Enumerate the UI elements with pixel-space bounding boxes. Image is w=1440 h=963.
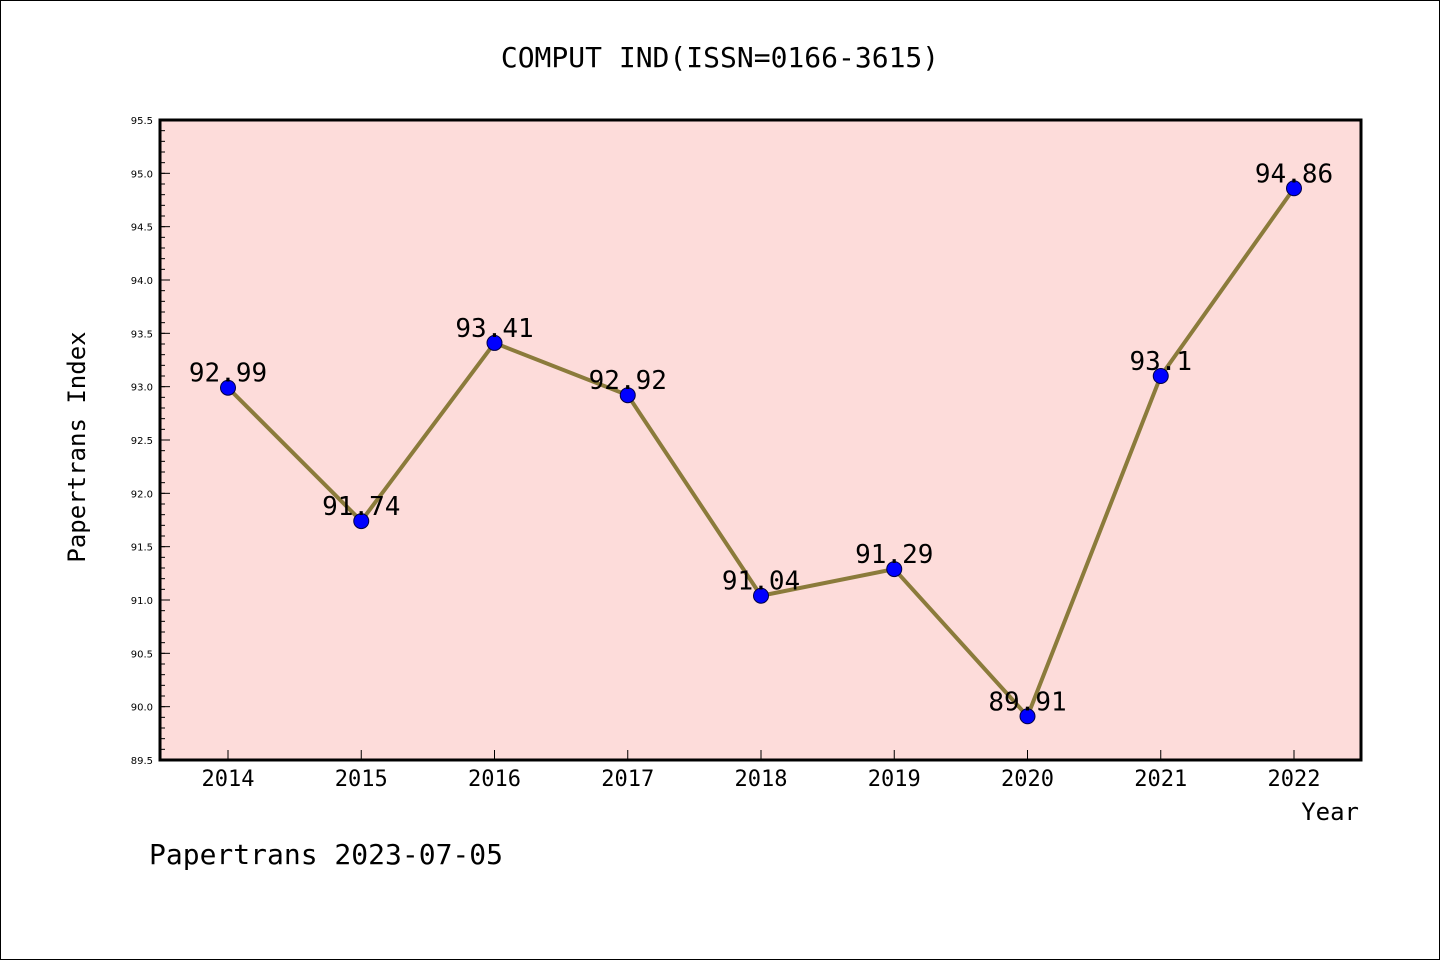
x-tick-label: 2018 xyxy=(735,767,788,792)
y-tick-label: 93.0 xyxy=(131,383,153,394)
y-tick-label: 91.5 xyxy=(131,543,153,554)
data-point xyxy=(753,587,769,604)
x-axis-ticks: 2014 2015 2016 2017 2018 2019 2020 2021 2022 xyxy=(202,750,1321,792)
x-axis-label: Year xyxy=(1301,798,1359,826)
y-tick-label: 89.5 xyxy=(131,756,153,767)
data-point xyxy=(886,561,903,578)
x-tick-label: 2022 xyxy=(1268,767,1321,792)
data-label: 92.99 xyxy=(189,359,267,389)
y-axis-ticks: 89.5 90.0 90.5 91.0 91.5 92.0 92.5 93.0 93.5 94.0… xyxy=(131,116,170,767)
data-label: 89.91 xyxy=(988,687,1066,717)
chart-title: COMPUT IND(ISSN=0166-3615) xyxy=(501,41,939,74)
y-tick-label: 95.5 xyxy=(131,116,153,127)
x-tick-label: 2016 xyxy=(468,767,521,792)
data-label: 91.04 xyxy=(722,567,800,597)
data-markers xyxy=(220,180,1302,725)
y-tick-label: 90.0 xyxy=(131,703,153,714)
data-label: 91.29 xyxy=(855,540,933,570)
data-point xyxy=(1019,708,1036,725)
x-tick-label: 2015 xyxy=(335,767,388,792)
data-label: 91.74 xyxy=(322,492,400,522)
data-point xyxy=(619,387,636,404)
data-point xyxy=(1286,180,1302,197)
y-tick-label: 94.5 xyxy=(131,223,153,234)
data-point xyxy=(353,513,370,530)
data-label: 92.92 xyxy=(589,366,667,396)
x-tick-label: 2020 xyxy=(1001,767,1054,792)
y-tick-label: 92.0 xyxy=(131,489,153,500)
data-label: 94.86 xyxy=(1255,159,1333,189)
y-tick-label: 93.5 xyxy=(131,329,153,340)
y-tick-label: 90.5 xyxy=(131,649,153,660)
data-label: 93.41 xyxy=(455,314,533,344)
footer-text: Papertrans 2023-07-05 xyxy=(149,838,503,871)
data-label: 93.1 xyxy=(1129,347,1192,377)
y-tick-label: 92.5 xyxy=(131,436,153,447)
y-tick-label: 95.0 xyxy=(131,169,153,180)
data-point xyxy=(486,334,503,351)
x-tick-label: 2021 xyxy=(1134,767,1187,792)
y-tick-label: 94.0 xyxy=(131,276,153,287)
plot-area xyxy=(160,120,1361,760)
y-tick-label: 91.0 xyxy=(131,596,153,607)
plot-border xyxy=(158,118,1363,762)
x-tick-label: 2019 xyxy=(868,767,921,792)
x-tick-label: 2017 xyxy=(601,767,654,792)
data-point xyxy=(220,379,236,396)
x-tick-label: 2014 xyxy=(202,767,255,792)
data-point xyxy=(1152,368,1169,384)
data-labels: 92.99 91.74 93.41 92.92 91.04 91.29 89.91 93.1 9… xyxy=(189,159,1333,717)
y-axis-label: Papertrans Index xyxy=(63,331,91,562)
